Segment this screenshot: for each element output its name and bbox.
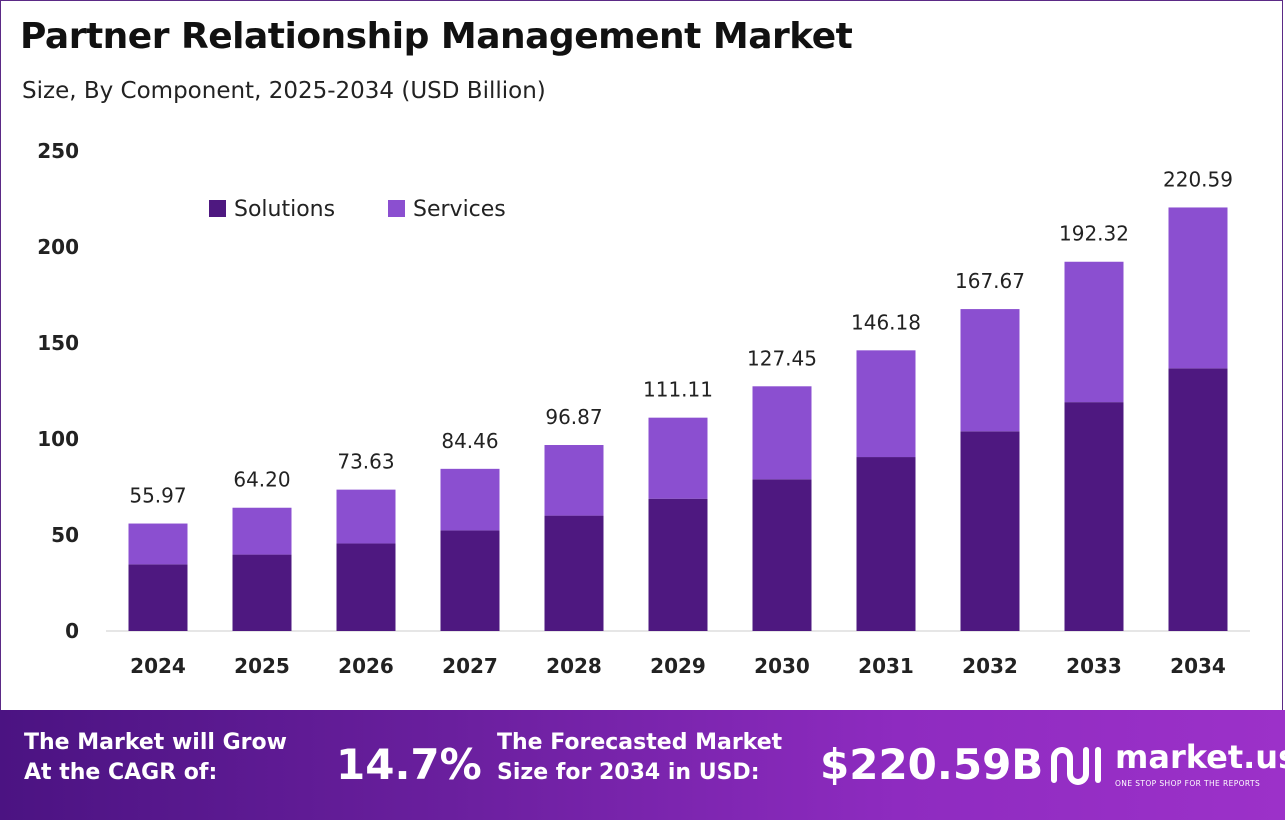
- y-tick-label: 200: [37, 235, 79, 259]
- bar-total-label: 64.20: [233, 468, 290, 492]
- bar-solutions: [232, 554, 292, 631]
- bar-total-label: 55.97: [129, 484, 186, 508]
- bar-solutions: [856, 457, 916, 631]
- y-tick-label: 100: [37, 427, 79, 451]
- bar-total-label: 167.67: [955, 269, 1025, 293]
- bar-services: [544, 445, 604, 516]
- cagr-label: The Market will Grow At the CAGR of:: [24, 728, 287, 788]
- bar-solutions: [648, 498, 708, 631]
- x-tick-label: 2025: [234, 654, 290, 678]
- forecast-label-line2: Size for 2034 in USD:: [497, 760, 760, 785]
- x-tick-label: 2033: [1066, 654, 1122, 678]
- y-tick-label: 250: [37, 139, 79, 163]
- legend-label: Solutions: [234, 197, 335, 222]
- bar-solutions: [1168, 368, 1228, 631]
- bar-services: [648, 417, 708, 499]
- bar-solutions: [336, 543, 396, 631]
- cagr-label-line2: At the CAGR of:: [24, 760, 218, 785]
- y-tick-label: 0: [65, 619, 79, 643]
- x-tick-label: 2028: [546, 654, 602, 678]
- cagr-label-line1: The Market will Grow: [24, 730, 287, 755]
- bar-total-label: 73.63: [337, 450, 394, 474]
- bar-total-label: 111.11: [643, 378, 713, 402]
- footer-banner: The Market will Grow At the CAGR of: 14.…: [0, 710, 1285, 820]
- x-tick-label: 2034: [1170, 654, 1226, 678]
- bar-services: [1064, 261, 1124, 403]
- x-tick-label: 2032: [962, 654, 1018, 678]
- bar-services: [752, 386, 812, 480]
- bar-services: [440, 468, 500, 531]
- logo-wordmark: market.us: [1115, 738, 1285, 776]
- bar-services: [960, 309, 1020, 432]
- x-tick-label: 2024: [130, 654, 186, 678]
- bar-solutions: [1064, 402, 1124, 631]
- bar-services: [232, 507, 292, 555]
- y-tick-label: 150: [37, 331, 79, 355]
- legend-label: Services: [413, 197, 506, 222]
- bar-solutions: [960, 431, 1020, 631]
- x-tick-label: 2027: [442, 654, 498, 678]
- bar-services: [128, 523, 188, 565]
- x-tick-label: 2026: [338, 654, 394, 678]
- bar-total-label: 220.59: [1163, 167, 1233, 191]
- x-tick-label: 2029: [650, 654, 706, 678]
- bar-services: [336, 489, 396, 544]
- chart-title: Partner Relationship Management Market: [20, 16, 853, 57]
- y-tick-label: 50: [51, 523, 79, 547]
- forecast-label-line1: The Forecasted Market: [497, 730, 783, 755]
- legend-swatch: [388, 200, 405, 217]
- forecast-label: The Forecasted Market Size for 2034 in U…: [497, 728, 782, 788]
- chart-subtitle: Size, By Component, 2025-2034 (USD Billi…: [22, 78, 546, 104]
- bar-solutions: [544, 515, 604, 631]
- forecast-value: $220.59B: [820, 740, 1044, 789]
- bar-total-label: 84.46: [441, 429, 498, 453]
- stacked-bar-chart: 0 50 100 150 200 250 55.97 2024 64.20 2025 73.63 20…: [37, 139, 1250, 678]
- bar-solutions: [128, 564, 188, 631]
- cagr-value: 14.7%: [336, 740, 482, 789]
- x-tick-label: 2031: [858, 654, 914, 678]
- bar-services: [856, 350, 916, 458]
- bar-total-label: 192.32: [1059, 222, 1129, 246]
- legend-swatch: [209, 200, 226, 217]
- market-us-logo-icon: [1051, 747, 1101, 785]
- bar-total-label: 127.45: [747, 346, 817, 370]
- x-tick-label: 2030: [754, 654, 810, 678]
- logo-tagline: ONE STOP SHOP FOR THE REPORTS: [1115, 779, 1261, 788]
- bar-total-label: 96.87: [545, 405, 602, 429]
- bar-total-label: 146.18: [851, 310, 921, 334]
- bar-solutions: [752, 479, 812, 631]
- bar-solutions: [440, 530, 500, 631]
- bar-services: [1168, 207, 1228, 369]
